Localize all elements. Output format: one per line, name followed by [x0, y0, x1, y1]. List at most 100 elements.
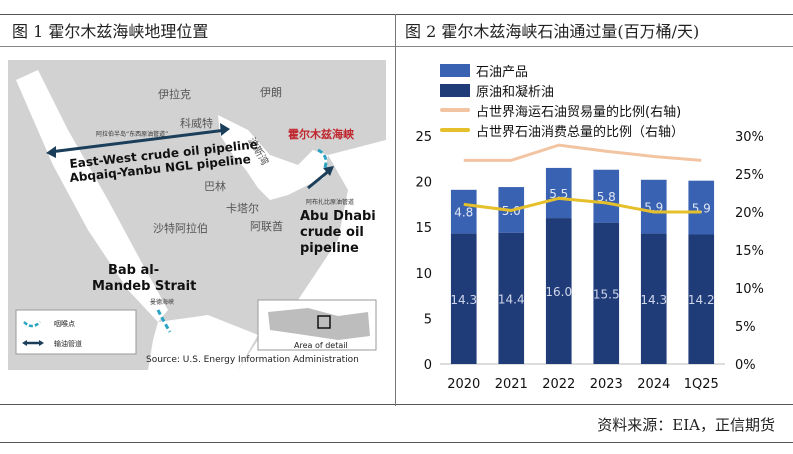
legend-sea-share-swatch	[440, 108, 470, 112]
legend-sea-share-label: 占世界海运石油贸易量的比例(右轴)	[476, 104, 682, 120]
bar-products	[640, 179, 667, 234]
legend-products: 石油产品	[440, 60, 684, 80]
bar-crude	[688, 234, 715, 364]
crude-data-label: 14.3	[640, 293, 667, 307]
y2-tick-label: 25%	[735, 168, 764, 183]
inset-land	[268, 308, 370, 340]
y2-tick-label: 15%	[735, 244, 764, 259]
y2-tick-label: 20%	[735, 206, 764, 221]
map-source: Source: U.S. Energy Information Administ…	[146, 355, 359, 365]
y2-tick-label: 5%	[735, 320, 756, 335]
hormuz-map: 伊拉克 伊朗 科威特 波斯湾 巴林 卡塔尔 阿联酋 沙特阿拉伯 霍尔木兹海峡 阿…	[8, 60, 386, 370]
line-sea-share	[463, 143, 702, 162]
x-tick-label: 2021	[495, 377, 528, 392]
y-tick-label: 10	[415, 267, 432, 282]
label-hormuz: 霍尔木兹海峡	[288, 127, 355, 141]
label-adcop-en1: Abu Dhabi	[300, 209, 376, 224]
legend-choke-label: 咽喉点	[54, 319, 75, 328]
crude-data-label: 14.4	[498, 292, 525, 306]
bar-crude	[593, 222, 620, 364]
fig2-title: 图 2 霍尔木兹海峡石油通过量(百万桶/天)	[405, 22, 700, 41]
x-tick-label: 2022	[542, 377, 575, 392]
top-rule	[0, 14, 793, 15]
red-sea	[16, 70, 168, 322]
crude-data-label: 16.0	[545, 285, 572, 299]
hormuz-chokepoint	[317, 148, 328, 171]
bar-products	[688, 180, 715, 235]
y2-tick-label: 30%	[735, 130, 764, 145]
bar-crude	[545, 218, 572, 364]
ew-arrow-east-icon	[220, 123, 230, 136]
title-rule	[0, 46, 793, 47]
crude-data-label: 14.2	[688, 293, 715, 307]
products-data-label: 5.8	[597, 190, 616, 204]
bar-crude	[450, 233, 477, 364]
y2-tick-label: 10%	[735, 282, 764, 297]
east-west-pipeline	[49, 128, 227, 154]
bar-products	[450, 189, 477, 234]
label-iran: 伊朗	[260, 86, 282, 99]
label-ew-cn: 阿拉伯半岛“东西原油管道”	[96, 130, 168, 138]
inset-area-marker	[317, 315, 331, 329]
crude-data-label: 15.5	[593, 287, 620, 301]
legend-products-swatch	[440, 63, 470, 77]
y2-tick-label: 0%	[735, 358, 756, 373]
label-adcop-en3: pipeline	[300, 241, 359, 256]
legend-pipe-label: 输油管道	[54, 339, 82, 348]
label-uae: 阿联酋	[250, 219, 283, 233]
line-cons-share	[463, 196, 702, 214]
x-tick-label: 2020	[447, 377, 480, 392]
bottom-rule	[0, 404, 793, 405]
x-tick-label: 1Q25	[684, 377, 719, 392]
y-tick-label: 25	[415, 130, 432, 145]
bar-products	[545, 167, 572, 219]
legend-products-label: 石油产品	[476, 64, 529, 80]
legend-cons-share-swatch	[440, 128, 470, 132]
y-tick-label: 5	[424, 312, 432, 327]
source-rule	[0, 442, 793, 443]
legend-cons-share-label: 占世界石油消费总量的比例（右轴）	[476, 124, 685, 140]
y-tick-label: 15	[415, 221, 432, 236]
gulf-of-aden	[148, 315, 258, 370]
bar-products	[593, 169, 620, 223]
adcop-pipeline	[307, 168, 331, 190]
legend-pipe-arrow-right-icon	[39, 340, 44, 346]
panel-divider	[395, 14, 396, 406]
label-adcop-cn: 阿布扎比原油管道	[306, 198, 354, 206]
map-legend	[15, 309, 137, 355]
bar-crude	[498, 232, 525, 364]
legend-sea-share: 占世界海运石油贸易量的比例(右轴)	[440, 100, 684, 120]
label-iraq: 伊拉克	[158, 87, 191, 101]
label-kuwait: 科威特	[180, 116, 213, 130]
label-saudi: 沙特阿拉伯	[153, 221, 208, 235]
label-adcop-en2: crude oil	[300, 225, 364, 240]
legend-crude-swatch	[440, 83, 470, 97]
x-tick-label: 2023	[590, 377, 623, 392]
bar-crude	[640, 233, 667, 364]
adcop-arrow-icon	[323, 166, 334, 176]
crude-data-label: 14.3	[450, 293, 477, 307]
legend-crude: 原油和凝析油	[440, 80, 684, 100]
throughput-chart: 0 5 10 15 20 25 0% 5% 10% 15% 20% 25% 30% 14.3 4.8 2020…	[415, 130, 764, 392]
label-bab-en1: Bab al-	[108, 263, 159, 278]
persian-gulf	[218, 115, 328, 200]
y-tick-label: 20	[415, 176, 432, 191]
legend-cons-share: 占世界石油消费总量的比例（右轴）	[440, 120, 684, 140]
fig1-title: 图 1 霍尔木兹海峡地理位置	[12, 22, 209, 41]
x-tick-label: 2024	[637, 377, 670, 392]
legend-pipe-arrow-left-icon	[22, 340, 27, 346]
label-qatar: 卡塔尔	[226, 202, 259, 215]
products-data-label: 4.8	[454, 206, 473, 220]
label-bab-en2: Mandeb Strait	[92, 279, 196, 294]
inset-label: Area of detail	[294, 341, 348, 350]
y-tick-label: 0	[424, 358, 432, 373]
bab-chokepoint	[156, 309, 172, 333]
label-bahrain: 巴林	[204, 179, 226, 193]
ew-arrow-west-icon	[46, 146, 56, 158]
legend-crude-label: 原油和凝析油	[476, 84, 555, 100]
source-note: 资料来源：EIA，正信期货	[597, 416, 775, 434]
chart-legend: 石油产品 原油和凝析油 占世界海运石油贸易量的比例(右轴) 占世界石油消费总量的…	[440, 60, 684, 140]
legend-choke-icon	[23, 321, 41, 328]
label-bab-cn: 曼德海峡	[150, 298, 174, 306]
